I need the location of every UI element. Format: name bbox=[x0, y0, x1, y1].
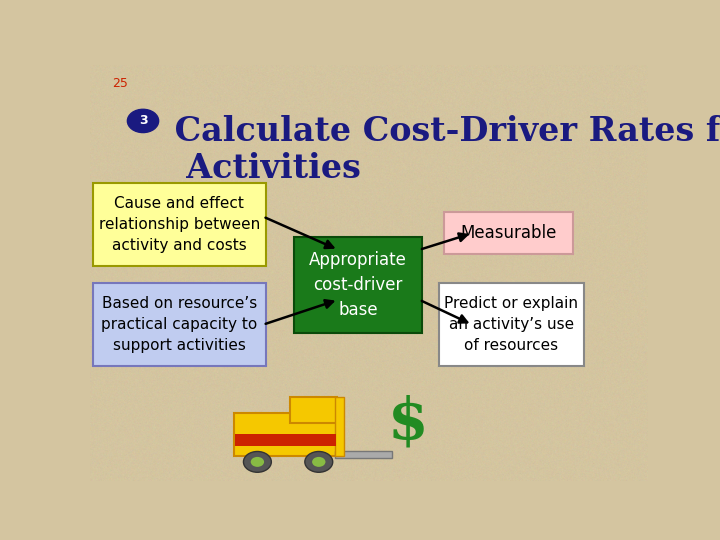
Text: Predict or explain
an activity’s use
of resources: Predict or explain an activity’s use of … bbox=[444, 296, 578, 353]
Circle shape bbox=[127, 109, 158, 133]
FancyBboxPatch shape bbox=[93, 183, 266, 266]
Text: 25: 25 bbox=[112, 77, 128, 90]
Circle shape bbox=[251, 457, 264, 467]
Circle shape bbox=[243, 451, 271, 472]
FancyBboxPatch shape bbox=[235, 435, 336, 446]
Text: Activities: Activities bbox=[163, 152, 361, 185]
FancyBboxPatch shape bbox=[294, 238, 422, 333]
Text: $: $ bbox=[388, 394, 428, 450]
FancyBboxPatch shape bbox=[438, 283, 584, 366]
Circle shape bbox=[305, 451, 333, 472]
Text: Measurable: Measurable bbox=[460, 224, 557, 242]
Text: 3: 3 bbox=[139, 114, 148, 127]
Text: Appropriate
cost-driver
base: Appropriate cost-driver base bbox=[309, 251, 407, 319]
Text: Calculate Cost-Driver Rates for: Calculate Cost-Driver Rates for bbox=[163, 114, 720, 148]
Text: Cause and effect
relationship between
activity and costs: Cause and effect relationship between ac… bbox=[99, 197, 260, 253]
FancyBboxPatch shape bbox=[93, 283, 266, 366]
Circle shape bbox=[312, 457, 325, 467]
FancyBboxPatch shape bbox=[444, 212, 572, 254]
FancyBboxPatch shape bbox=[289, 396, 337, 423]
FancyBboxPatch shape bbox=[335, 397, 344, 456]
FancyBboxPatch shape bbox=[234, 413, 337, 456]
Text: Based on resource’s
practical capacity to
support activities: Based on resource’s practical capacity t… bbox=[101, 296, 258, 353]
FancyBboxPatch shape bbox=[335, 451, 392, 458]
